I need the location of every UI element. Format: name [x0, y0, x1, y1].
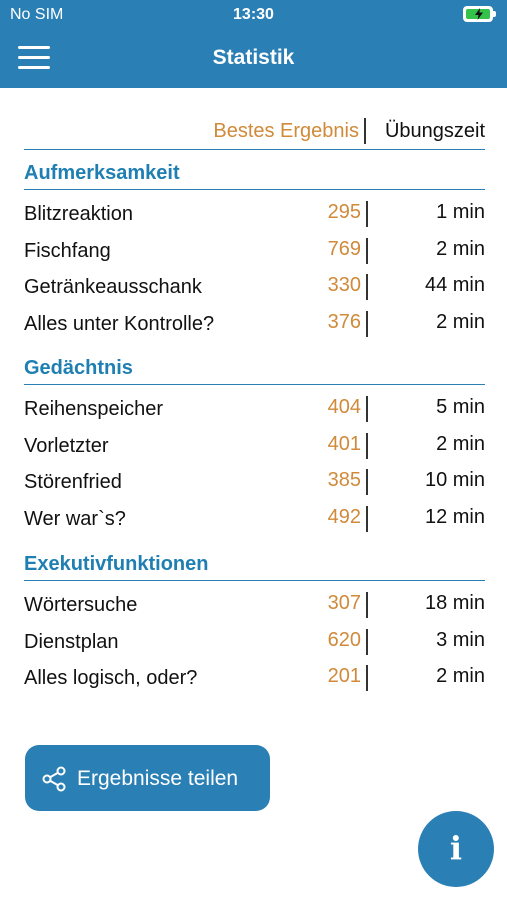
section-memory: Gedächtnis Reihenspeicher 404 5 min Vorl…	[24, 347, 485, 536]
practice-time: 12 min	[424, 505, 485, 528]
practice-time: 2 min	[436, 310, 485, 333]
share-icon	[42, 766, 66, 792]
table-row: Getränkeausschank 330 44 min	[24, 268, 485, 305]
share-results-button[interactable]: Ergebnisse teilen	[25, 745, 270, 811]
column-practice-time: Übungszeit	[384, 120, 485, 142]
exercise-name: Dienstplan	[24, 630, 119, 653]
exercise-name: Störenfried	[24, 471, 122, 493]
column-divider	[364, 118, 366, 144]
practice-time: 2 min	[436, 432, 485, 455]
best-score: 620	[327, 628, 361, 651]
best-score: 401	[327, 432, 361, 455]
table-row: Fischfang 769 2 min	[24, 232, 485, 269]
table-row: Alles unter Kontrolle? 376 2 min	[24, 305, 485, 342]
best-score: 404	[327, 396, 361, 418]
best-score: 330	[327, 274, 361, 296]
row-divider	[366, 592, 368, 618]
table-row: Dienstplan 620 3 min	[24, 623, 485, 660]
practice-time: 2 min	[436, 237, 485, 260]
table-row: Wörtersuche 307 18 min	[24, 586, 485, 623]
page-title: Statistik	[212, 46, 295, 69]
exercise-name: Alles logisch, oder?	[24, 667, 198, 689]
info-button[interactable]: i	[418, 811, 494, 887]
section-title-label: Exekutivfunktionen	[24, 553, 209, 575]
exercise-name: Vorletzter	[24, 434, 109, 457]
hamburger-icon[interactable]	[18, 46, 50, 70]
row-divider	[366, 201, 368, 227]
section-title-label: Gedächtnis	[24, 357, 133, 379]
table-row: Wer war`s? 492 12 min	[24, 500, 485, 537]
row-divider	[366, 432, 368, 459]
best-score: 201	[327, 665, 361, 687]
app-bar: No SIM 13:30 Statistik	[0, 0, 507, 88]
status-clock: 13:30	[233, 6, 274, 23]
practice-time: 5 min	[436, 396, 485, 418]
table-row: Vorletzter 401 2 min	[24, 427, 485, 464]
best-score: 295	[327, 201, 361, 223]
best-score: 769	[327, 237, 361, 260]
section-title-label: Aufmerksamkeit	[24, 162, 180, 184]
exercise-name: Getränkeausschank	[24, 276, 202, 298]
column-header: Bestes Ergebnis Übungszeit	[24, 114, 485, 150]
row-divider	[366, 505, 368, 532]
table-row: Reihenspeicher 404 5 min	[24, 390, 485, 427]
row-divider	[366, 665, 368, 691]
practice-time: 2 min	[436, 665, 485, 687]
best-score: 385	[327, 469, 361, 491]
section-title: Exekutivfunktionen	[24, 543, 485, 581]
carrier-label: No SIM	[10, 6, 64, 23]
section-title: Gedächtnis	[24, 347, 485, 385]
best-score: 492	[327, 505, 361, 528]
exercise-name: Reihenspeicher	[24, 398, 163, 420]
exercise-name: Blitzreaktion	[24, 203, 133, 225]
row-divider	[366, 396, 368, 422]
practice-time: 1 min	[436, 201, 485, 223]
section-executive: Exekutivfunktionen Wörtersuche 307 18 mi…	[24, 543, 485, 696]
practice-time: 3 min	[436, 628, 485, 651]
column-best-result: Bestes Ergebnis	[213, 120, 359, 142]
practice-time: 44 min	[424, 274, 485, 296]
exercise-name: Wörtersuche	[24, 594, 138, 616]
exercise-name: Fischfang	[24, 239, 111, 262]
exercise-name: Wer war`s?	[24, 507, 126, 530]
battery-icon	[463, 6, 496, 22]
section-attention: Aufmerksamkeit Blitzreaktion 295 1 min F…	[24, 152, 485, 341]
best-score: 307	[327, 592, 361, 614]
share-button-label: Ergebnisse teilen	[77, 767, 239, 790]
table-row: Störenfried 385 10 min	[24, 463, 485, 500]
section-title: Aufmerksamkeit	[24, 152, 485, 190]
status-bar: No SIM 13:30	[0, 0, 507, 30]
table-row: Alles logisch, oder? 201 2 min	[24, 659, 485, 696]
row-divider	[366, 469, 368, 495]
row-divider	[366, 628, 368, 655]
practice-time: 18 min	[424, 592, 485, 614]
table-row: Blitzreaktion 295 1 min	[24, 195, 485, 232]
practice-time: 10 min	[424, 469, 485, 491]
best-score: 376	[327, 310, 361, 333]
exercise-name: Alles unter Kontrolle?	[24, 312, 215, 335]
row-divider	[366, 237, 368, 264]
info-icon: i	[449, 829, 463, 867]
row-divider	[366, 310, 368, 337]
row-divider	[366, 274, 368, 300]
